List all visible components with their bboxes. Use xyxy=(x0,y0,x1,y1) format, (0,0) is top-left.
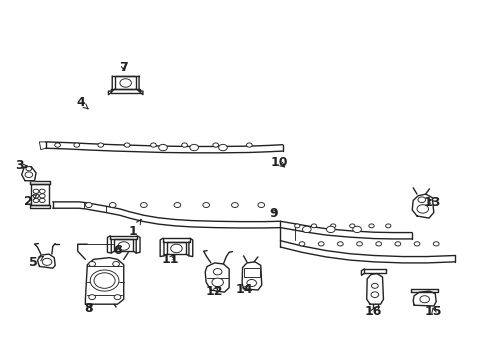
Circle shape xyxy=(89,294,95,300)
Circle shape xyxy=(419,296,428,303)
Circle shape xyxy=(294,224,299,228)
Text: 5: 5 xyxy=(29,256,43,269)
Circle shape xyxy=(112,261,119,266)
Circle shape xyxy=(120,79,131,87)
Text: 14: 14 xyxy=(235,283,253,296)
Circle shape xyxy=(318,242,324,246)
Polygon shape xyxy=(21,167,36,181)
Circle shape xyxy=(159,144,167,151)
Circle shape xyxy=(349,224,354,228)
Polygon shape xyxy=(31,184,49,205)
Circle shape xyxy=(432,242,438,246)
Bar xyxy=(244,268,259,277)
Circle shape xyxy=(55,143,61,147)
Circle shape xyxy=(370,292,378,297)
Circle shape xyxy=(203,203,209,207)
Polygon shape xyxy=(411,194,433,218)
Text: 13: 13 xyxy=(423,197,440,210)
Circle shape xyxy=(118,242,129,250)
Circle shape xyxy=(74,143,80,147)
Circle shape xyxy=(89,261,95,266)
Circle shape xyxy=(140,203,147,207)
Circle shape xyxy=(375,242,381,246)
Circle shape xyxy=(394,242,400,246)
Circle shape xyxy=(33,198,39,203)
Polygon shape xyxy=(242,262,261,290)
Text: 7: 7 xyxy=(119,60,128,73)
Circle shape xyxy=(40,189,45,193)
Text: 1: 1 xyxy=(129,219,141,238)
Circle shape xyxy=(299,242,304,246)
Circle shape xyxy=(174,203,181,207)
Circle shape xyxy=(246,143,252,147)
Polygon shape xyxy=(205,263,229,292)
Polygon shape xyxy=(114,239,133,251)
Circle shape xyxy=(109,203,116,207)
Circle shape xyxy=(218,144,227,151)
Text: 9: 9 xyxy=(268,207,277,220)
Text: 6: 6 xyxy=(113,244,122,257)
Polygon shape xyxy=(85,258,123,304)
Circle shape xyxy=(33,194,39,198)
Circle shape xyxy=(213,269,222,275)
Circle shape xyxy=(150,143,156,147)
Circle shape xyxy=(124,143,130,147)
Circle shape xyxy=(302,226,310,233)
Polygon shape xyxy=(115,76,136,89)
Circle shape xyxy=(90,270,119,291)
Circle shape xyxy=(416,205,427,213)
Text: 10: 10 xyxy=(270,156,287,169)
Text: 4: 4 xyxy=(76,96,88,109)
Circle shape xyxy=(170,244,182,253)
Text: 2: 2 xyxy=(23,194,37,208)
Circle shape xyxy=(413,242,419,246)
Text: 3: 3 xyxy=(15,159,27,172)
Circle shape xyxy=(231,203,238,207)
Circle shape xyxy=(385,224,390,228)
Circle shape xyxy=(356,242,362,246)
Polygon shape xyxy=(366,274,383,304)
Text: 12: 12 xyxy=(205,285,223,298)
Circle shape xyxy=(337,242,343,246)
Circle shape xyxy=(311,224,316,228)
Text: 11: 11 xyxy=(161,253,179,266)
Circle shape xyxy=(40,194,45,198)
Text: 16: 16 xyxy=(364,305,381,318)
Circle shape xyxy=(246,279,256,287)
Circle shape xyxy=(114,294,121,300)
Circle shape xyxy=(94,273,115,288)
Circle shape xyxy=(33,189,39,193)
Circle shape xyxy=(212,143,218,147)
Circle shape xyxy=(257,203,264,207)
Polygon shape xyxy=(166,242,185,254)
Circle shape xyxy=(25,172,33,177)
Circle shape xyxy=(326,226,334,233)
Circle shape xyxy=(26,167,32,171)
Polygon shape xyxy=(38,254,55,268)
Circle shape xyxy=(85,203,92,207)
Polygon shape xyxy=(412,291,435,306)
Circle shape xyxy=(182,143,187,147)
Circle shape xyxy=(352,226,361,233)
Circle shape xyxy=(98,143,103,147)
Circle shape xyxy=(417,197,425,203)
Circle shape xyxy=(368,224,373,228)
Circle shape xyxy=(189,144,198,151)
Circle shape xyxy=(330,224,335,228)
Text: 8: 8 xyxy=(84,302,93,315)
Circle shape xyxy=(40,198,45,203)
Text: 15: 15 xyxy=(424,305,442,318)
Circle shape xyxy=(211,278,223,287)
Circle shape xyxy=(42,258,52,265)
Circle shape xyxy=(371,283,377,288)
